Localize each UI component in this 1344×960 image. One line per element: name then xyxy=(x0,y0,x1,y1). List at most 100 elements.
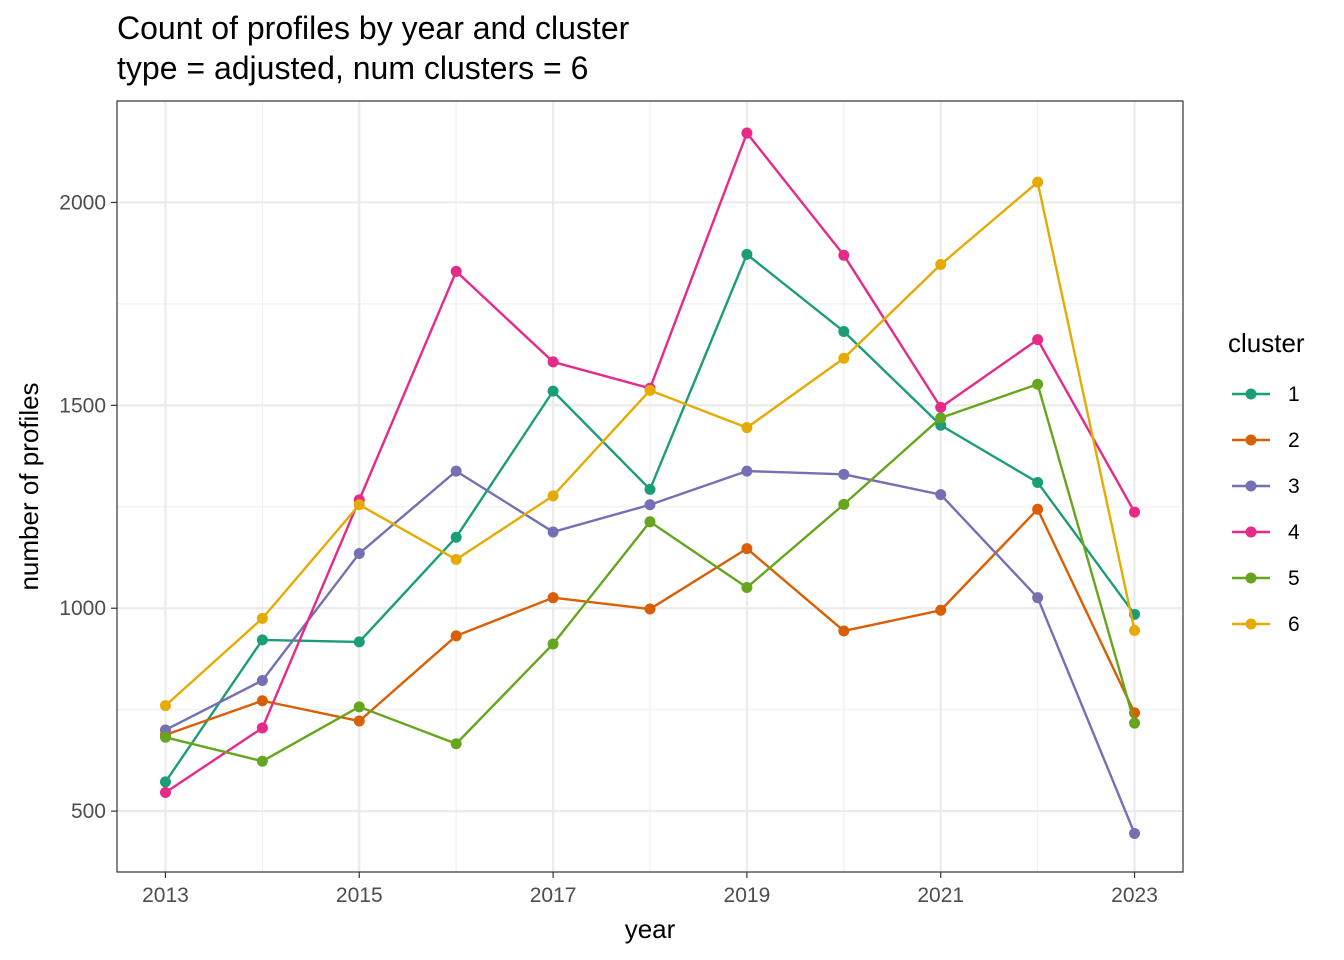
data-point xyxy=(256,755,268,767)
data-point xyxy=(159,731,171,743)
data-point xyxy=(547,638,559,650)
data-point xyxy=(547,356,559,368)
data-point xyxy=(838,468,850,480)
data-point xyxy=(450,738,462,750)
data-point xyxy=(256,634,268,646)
data-point xyxy=(838,498,850,510)
data-point xyxy=(450,630,462,642)
data-point xyxy=(1032,378,1044,390)
chart-subtitle: type = adjusted, num clusters = 6 xyxy=(117,50,589,86)
data-point xyxy=(935,604,947,616)
data-point xyxy=(450,465,462,477)
data-point xyxy=(450,265,462,277)
data-point xyxy=(547,490,559,502)
data-point xyxy=(935,259,947,271)
y-tick-label: 500 xyxy=(71,800,106,823)
x-tick-label: 2017 xyxy=(530,884,577,907)
legend-item: 1 xyxy=(1232,383,1300,406)
legend-item: 5 xyxy=(1232,567,1300,590)
data-point xyxy=(1129,506,1141,518)
data-point xyxy=(353,636,365,648)
legend-key-point xyxy=(1245,434,1257,446)
data-point xyxy=(644,483,656,495)
data-point xyxy=(450,531,462,543)
data-point xyxy=(159,786,171,798)
y-tick-label: 1000 xyxy=(59,597,106,620)
legend-label: 5 xyxy=(1288,567,1300,590)
chart-title: Count of profiles by year and cluster xyxy=(117,10,630,46)
data-point xyxy=(256,695,268,707)
series-6 xyxy=(159,176,1141,712)
data-point xyxy=(1032,592,1044,604)
data-point xyxy=(741,543,753,555)
data-point xyxy=(1032,176,1044,188)
series-layer xyxy=(159,127,1141,839)
legend: cluster 1 2 3 4 5 6 xyxy=(1228,328,1305,636)
x-tick-label: 2015 xyxy=(336,884,383,907)
data-point xyxy=(1129,717,1141,729)
x-tick-label: 2019 xyxy=(724,884,771,907)
legend-item: 2 xyxy=(1232,429,1300,452)
data-point xyxy=(547,592,559,604)
x-tick-label: 2013 xyxy=(142,884,189,907)
legend-key-point xyxy=(1245,480,1257,492)
data-point xyxy=(159,776,171,788)
x-axis: 2013 2015 2017 2019 2021 2023 xyxy=(142,872,1158,907)
data-point xyxy=(353,499,365,511)
legend-label: 6 xyxy=(1288,613,1300,636)
legend-key-point xyxy=(1245,388,1257,400)
data-point xyxy=(838,249,850,261)
legend-label: 2 xyxy=(1288,429,1300,452)
x-tick-label: 2021 xyxy=(917,884,964,907)
data-point xyxy=(838,352,850,364)
data-point xyxy=(644,516,656,528)
series-5 xyxy=(159,378,1141,767)
series-1 xyxy=(159,248,1141,788)
data-point xyxy=(353,547,365,559)
legend-item: 6 xyxy=(1232,613,1300,636)
data-point xyxy=(547,526,559,538)
data-point xyxy=(547,385,559,397)
data-point xyxy=(935,401,947,413)
data-point xyxy=(353,715,365,727)
y-tick-label: 1500 xyxy=(59,394,106,417)
y-tick-label: 2000 xyxy=(59,191,106,214)
data-point xyxy=(741,248,753,260)
data-point xyxy=(256,612,268,624)
data-point xyxy=(935,489,947,501)
data-point xyxy=(1129,625,1141,637)
y-axis: 500 1000 1500 2000 xyxy=(59,191,117,823)
data-point xyxy=(1032,334,1044,346)
y-axis-title: number of profiles xyxy=(14,382,44,590)
data-point xyxy=(450,554,462,566)
legend-key-point xyxy=(1245,572,1257,584)
series-3 xyxy=(159,465,1141,839)
x-axis-title: year xyxy=(625,914,676,944)
legend-key-point xyxy=(1245,526,1257,538)
legend-item: 3 xyxy=(1232,475,1300,498)
legend-label: 3 xyxy=(1288,475,1300,498)
data-point xyxy=(353,701,365,713)
data-point xyxy=(1129,827,1141,839)
data-point xyxy=(741,465,753,477)
x-tick-label: 2023 xyxy=(1111,884,1158,907)
legend-title: cluster xyxy=(1228,328,1305,358)
data-point xyxy=(741,582,753,594)
data-point xyxy=(644,603,656,615)
data-point xyxy=(741,422,753,434)
data-point xyxy=(644,384,656,396)
data-point xyxy=(935,412,947,424)
data-point xyxy=(741,127,753,139)
data-point xyxy=(1032,503,1044,515)
data-point xyxy=(644,499,656,511)
data-point xyxy=(256,722,268,734)
data-point xyxy=(1032,476,1044,488)
legend-item: 4 xyxy=(1232,521,1300,544)
data-point xyxy=(256,674,268,686)
plot-panel-border xyxy=(116,100,1184,873)
data-point xyxy=(159,700,171,712)
legend-label: 4 xyxy=(1288,521,1300,544)
legend-label: 1 xyxy=(1288,383,1300,406)
major-gridlines xyxy=(117,101,1183,872)
